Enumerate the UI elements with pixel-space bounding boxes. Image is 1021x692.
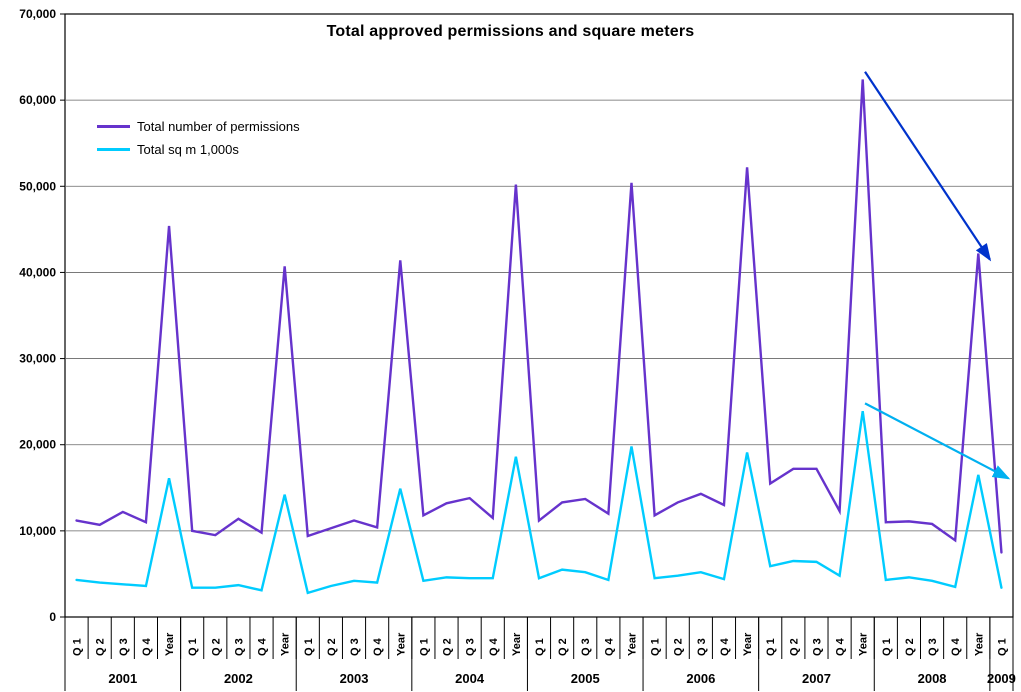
x-axis-quarter-label: Year: [164, 632, 176, 656]
y-axis-label: 70,000: [19, 7, 56, 21]
legend-label-permissions: Total number of permissions: [137, 119, 300, 134]
x-axis-year-label: 2003: [340, 671, 369, 686]
permissions-trend-arrow-icon: [864, 71, 992, 262]
x-axis-quarter-label: Q 2: [95, 638, 107, 656]
series-line-1: [75, 410, 1003, 595]
x-axis-quarter-label: Q 4: [835, 637, 847, 656]
x-axis-quarter-label: Q 2: [788, 638, 800, 656]
x-axis-quarter-label: Year: [280, 632, 292, 656]
x-axis-quarter-label: Q 4: [141, 637, 153, 656]
x-axis-quarter-label: Q 2: [673, 638, 685, 656]
y-axis-label: 10,000: [19, 524, 56, 538]
x-axis-quarter-label: Q 1: [534, 638, 546, 656]
x-axis-quarter-label: Q 1: [187, 638, 199, 656]
y-axis-label: 0: [49, 610, 56, 624]
x-axis-quarter-label: Q 1: [650, 638, 662, 656]
x-axis-year-label: 2002: [224, 671, 253, 686]
x-axis-year-label: 2009: [987, 671, 1016, 686]
x-axis-year-label: 2005: [571, 671, 600, 686]
legend-label-sqm: Total sq m 1,000s: [137, 142, 239, 157]
y-axis-label: 60,000: [19, 93, 56, 107]
x-axis-quarter-label: Q 3: [233, 638, 245, 656]
x-axis-quarter-label: Q 1: [996, 638, 1008, 656]
sqm-trend-arrow-icon: [864, 402, 1011, 480]
x-axis-quarter-label: Q 3: [118, 638, 130, 656]
y-axis-label: 50,000: [19, 179, 56, 193]
x-axis-quarter-label: Year: [742, 632, 754, 656]
x-axis-quarter-label: Q 4: [372, 637, 384, 656]
x-axis-year-label: 2004: [455, 671, 485, 686]
legend-swatch-permissions-line: [97, 125, 130, 128]
x-axis-quarter-label: Q 3: [927, 638, 939, 656]
x-axis-quarter-label: Q 4: [603, 637, 615, 656]
y-axis-label: 20,000: [19, 438, 56, 452]
y-axis-label: 40,000: [19, 265, 56, 279]
x-axis-quarter-label: Q 1: [303, 638, 315, 656]
x-axis-quarter-label: Q 2: [326, 638, 338, 656]
x-axis-year-label: 2006: [686, 671, 715, 686]
x-axis-quarter-label: Q 4: [719, 637, 731, 656]
legend-item-permissions: Total number of permissions: [97, 115, 300, 138]
y-axis-label: 30,000: [19, 352, 56, 366]
x-axis-quarter-label: Year: [511, 632, 523, 656]
x-axis-quarter-label: Q 2: [210, 638, 222, 656]
x-axis-quarter-label: Year: [858, 632, 870, 656]
x-axis-quarter-label: Q 1: [72, 638, 84, 656]
chart-legend: Total number of permissions Total sq m 1…: [97, 115, 300, 161]
legend-item-sqm: Total sq m 1,000s: [97, 138, 300, 161]
x-axis-quarter-label: Q 3: [465, 638, 477, 656]
x-axis-quarter-label: Q 3: [696, 638, 708, 656]
x-axis-quarter-label: Q 3: [811, 638, 823, 656]
chart-title: Total approved permissions and square me…: [326, 23, 695, 40]
x-axis-quarter-label: Q 2: [442, 638, 454, 656]
series-line-0: [75, 79, 1003, 554]
x-axis-quarter-label: Q 2: [904, 638, 916, 656]
x-axis-year-label: 2001: [108, 671, 137, 686]
x-axis-year-label: 2007: [802, 671, 831, 686]
x-axis-quarter-label: Q 4: [488, 637, 500, 656]
x-axis-quarter-label: Year: [973, 632, 985, 656]
x-axis-quarter-label: Q 2: [557, 638, 569, 656]
x-axis-quarter-label: Q 1: [418, 638, 430, 656]
x-axis-quarter-label: Year: [395, 632, 407, 656]
plot-area: [64, 13, 1014, 618]
x-axis-quarter-label: Q 1: [881, 638, 893, 656]
x-axis-year-label: 2008: [918, 671, 947, 686]
x-axis-quarter-label: Q 3: [349, 638, 361, 656]
x-axis-quarter-label: Q 4: [950, 637, 962, 656]
x-axis-quarter-label: Q 4: [257, 637, 269, 656]
x-axis-quarter-label: Q 3: [580, 638, 592, 656]
legend-swatch-sqm-line: [97, 148, 130, 151]
x-axis-quarter-label: Q 1: [765, 638, 777, 656]
x-axis-quarter-label: Year: [626, 632, 638, 656]
